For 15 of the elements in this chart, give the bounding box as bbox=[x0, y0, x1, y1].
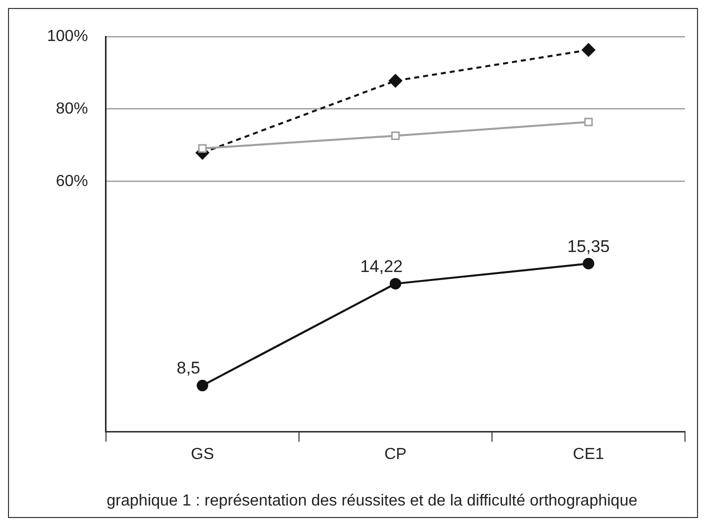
x-tick-label: CE1 bbox=[572, 446, 604, 463]
data-label: 8,5 bbox=[176, 358, 200, 378]
text: graphique 1 : représentation des réussites et de la difficulté orthographique bbox=[106, 492, 638, 510]
data-label: 14,22 bbox=[360, 256, 403, 276]
point bbox=[391, 131, 400, 140]
y-tick-label: 100% bbox=[47, 28, 88, 46]
x-tick-label: GS bbox=[190, 446, 214, 463]
x-tick-label: CP bbox=[384, 446, 407, 463]
y-tick-label: 80% bbox=[56, 100, 88, 118]
point bbox=[388, 74, 402, 88]
point bbox=[584, 118, 593, 126]
point bbox=[582, 43, 596, 57]
y-tick-label: 60% bbox=[56, 172, 88, 190]
data-label: 15,35 bbox=[567, 236, 610, 256]
point bbox=[198, 144, 207, 153]
